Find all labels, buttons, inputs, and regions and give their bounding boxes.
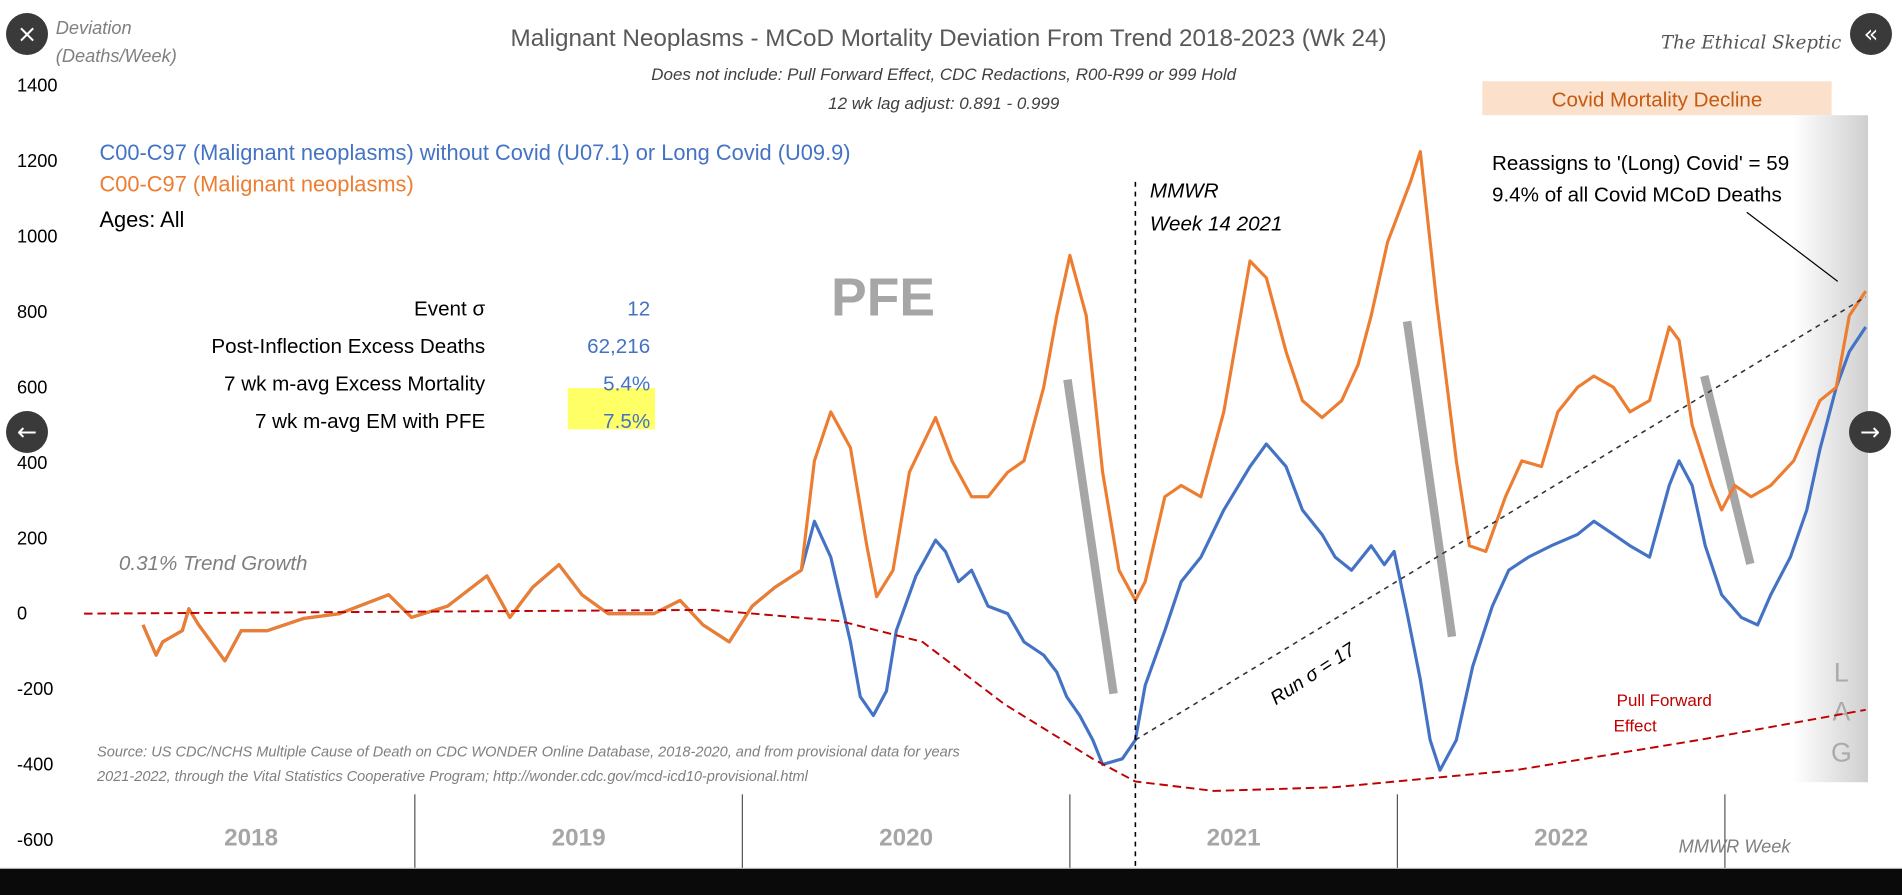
highlight-box [567, 388, 656, 430]
chart-title: Malignant Neoplasms - MCoD Mortality Dev… [511, 25, 1387, 52]
series-line-1 [141, 150, 1868, 663]
x-tick-label: 2018 [224, 824, 278, 851]
source-note: Source: US CDC/NCHS Multiple Cause of De… [97, 745, 960, 761]
mmwr-week-label: Week 14 2021 [1150, 212, 1283, 235]
previous-button[interactable]: ← [6, 411, 48, 453]
reassign-label: Reassigns to '(Long) Covid' = 59 [1492, 152, 1789, 175]
y-tick-label: 600 [17, 377, 47, 397]
x-tick-label: 2021 [1207, 824, 1261, 851]
stat-label: 7 wk m-avg EM with PFE [255, 410, 485, 433]
stat-value: 5.4% [603, 373, 650, 396]
y-tick-label: 200 [17, 528, 47, 548]
series-line-3 [1134, 296, 1867, 741]
stat-label: 7 wk m-avg Excess Mortality [224, 373, 486, 396]
next-button[interactable]: → [1849, 411, 1891, 453]
trend-growth-label: 0.31% Trend Growth [119, 552, 308, 575]
y-tick-label: 1200 [17, 151, 57, 171]
pull-forward-label: Pull Forward [1617, 691, 1712, 710]
y-axis-label-units: (Deaths/Week) [56, 46, 177, 66]
lag-letter: G [1831, 738, 1852, 768]
stat-value: 7.5% [603, 410, 650, 433]
stat-label: Event σ [414, 297, 485, 320]
x-tick-label: 2019 [552, 824, 606, 851]
y-tick-label: 400 [17, 453, 47, 473]
chart-subtitle-lag: 12 wk lag adjust: 0.891 - 0.999 [828, 94, 1060, 113]
y-tick-label: -200 [17, 679, 53, 699]
watermark: The Ethical Skeptic [1661, 33, 1841, 54]
lag-letter: L [1834, 658, 1849, 688]
bottom-toolbar [0, 869, 1902, 895]
stat-value: 62,216 [587, 335, 650, 358]
legend-ages: Ages: All [99, 207, 184, 232]
source-note-2: 2021-2022, through the Vital Statistics … [96, 769, 809, 785]
stat-value: 12 [627, 297, 650, 320]
y-tick-label: 800 [17, 302, 47, 322]
covid-decline-band [1482, 81, 1832, 116]
x-tick-label: 2022 [1534, 824, 1588, 851]
decline-slash [1700, 374, 1755, 565]
reassign-pct-label: 9.4% of all Covid MCoD Deaths [1492, 183, 1782, 206]
y-tick-label: -400 [17, 755, 53, 775]
series-line-2 [84, 608, 1866, 792]
y-tick-label: 1400 [17, 76, 57, 96]
y-axis-label: Deviation [56, 18, 132, 38]
pull-forward-label-2: Effect [1614, 716, 1657, 735]
decline-slash [1402, 320, 1457, 638]
x-tick-label: 2020 [879, 824, 933, 851]
legend-blue: C00-C97 (Malignant neoplasms) without Co… [99, 140, 850, 165]
chart-background [0, 0, 1902, 869]
decline-slash [1063, 378, 1118, 695]
x-axis-label: MMWR Week [1679, 837, 1792, 857]
close-button[interactable]: × [6, 13, 48, 55]
pfe-label: PFE [831, 268, 935, 327]
lag-letter: A [1832, 696, 1850, 726]
y-tick-label: 0 [17, 604, 27, 624]
y-tick-label: -600 [17, 830, 53, 850]
covid-decline-label: Covid Mortality Decline [1552, 89, 1763, 112]
stat-label: Post-Inflection Excess Deaths [211, 335, 485, 358]
mmwr-label: MMWR [1150, 180, 1219, 203]
lag-band [1792, 115, 1869, 783]
collapse-panel-button[interactable]: « [1850, 13, 1892, 55]
y-tick-label: 1000 [17, 227, 57, 247]
legend-orange: C00-C97 (Malignant neoplasms) [99, 172, 413, 197]
reassign-pointer [1746, 211, 1839, 282]
chart-subtitle: Does not include: Pull Forward Effect, C… [651, 65, 1236, 84]
